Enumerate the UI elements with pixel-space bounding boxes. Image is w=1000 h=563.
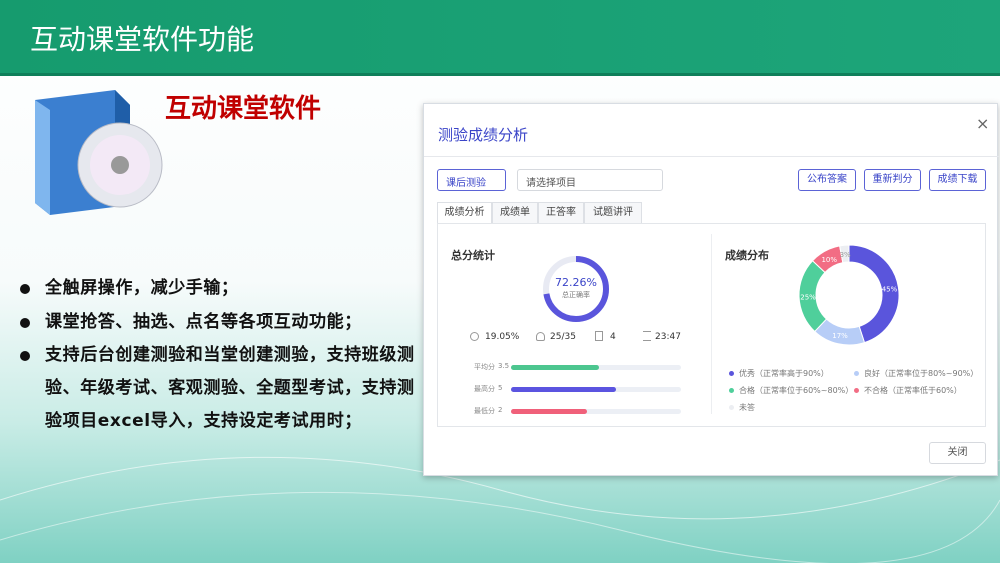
accuracy-label: 72.26% [555,276,597,289]
legend-dot [729,371,734,376]
tab[interactable]: 成绩单 [492,202,538,224]
product-title: 互动课堂软件 [165,94,322,124]
icon [470,332,479,341]
bullet-dot [20,351,30,361]
segment-label: 17% [832,332,848,340]
legend-item: 良好（正常率位于80%~90%） [854,368,978,379]
type-select[interactable]: 课后测验 [437,169,506,191]
button[interactable]: 成绩下载 [929,169,986,191]
accuracy-gauge [543,256,609,322]
bullet: 课堂抢答、抽选、点名等各项互动功能； [45,312,362,332]
button[interactable]: 重新判分 [864,169,921,191]
gauge-arc [543,256,609,322]
stat: 19.05% [485,332,520,342]
icon [595,331,603,341]
bullet: 支持后台创建测验和当堂创建测验，支持班级测验、年级考试、客观测验、全题型考试，支… [45,345,415,431]
segment-label: 3% [840,251,851,259]
score-track [511,409,681,414]
score-value: 3.5 [498,362,510,370]
score-bar [511,365,599,370]
tab[interactable]: 试题讲评 [584,202,642,224]
score-bar [511,387,616,392]
arc [0,456,1000,520]
segment-label: 10% [821,256,837,264]
segment-label: 25% [800,293,816,301]
legend-label: 未答 [739,403,755,412]
tab[interactable]: 正答率 [538,202,584,224]
legend-label: 不合格（正常率低于60%） [864,386,962,395]
stat: 23:47 [655,332,681,342]
dialog-title: 测验成绩分析 [438,126,529,144]
background-map [0,456,1000,563]
dialog: 测验成绩分析 × 课后测验 请选择项目 公布答案 重新判分 成绩下载 成绩分析 … [423,103,999,476]
close-icon[interactable]: × [976,114,990,133]
icon [536,332,545,341]
legend-item: 未答 [729,402,755,413]
legend-item: 不合格（正常率低于60%） [854,385,962,396]
distribution-donut: 45% 17% 25% 10%3% [798,244,900,346]
legend-item: 优秀（正常率高于90%） [729,368,829,379]
legend-dot [854,371,859,376]
legend-item: 合格（正常率位于60%~80%） [729,385,853,396]
bullet: 全触屏操作，减少手输； [45,278,239,298]
summary-title: 总分统计 [451,249,495,262]
accuracy-caption: 总正确率 [562,291,590,299]
icon [643,331,651,341]
score-value: 5 [498,384,503,392]
score-bar [511,409,587,414]
legend-dot [854,388,859,393]
bullet-dot [20,318,30,328]
score-label: 最高分 [474,385,495,393]
score-value: 2 [498,406,503,414]
legend-dot [729,388,734,393]
segment-label: 45% [882,286,898,294]
tab[interactable]: 成绩分析 [437,202,492,224]
close-button[interactable]: 关闭 [929,442,986,464]
donut-segment [839,244,850,264]
header: 互动课堂软件功能 [0,0,1000,76]
header-title: 互动课堂软件功能 [30,23,255,56]
distribution-title: 成绩分布 [725,249,769,262]
legend-label: 优秀（正常率高于90%） [739,369,829,378]
disc-hole [111,156,129,174]
bullet-dot [20,284,30,294]
panel [437,223,986,427]
stat: 25/35 [550,332,576,342]
arc [0,491,1000,563]
panel-divider [711,234,712,414]
legend-label: 合格（正常率位于60%~80%） [739,386,854,395]
product-icon [35,90,163,215]
button[interactable]: 公布答案 [798,169,856,191]
stat: 4 [610,332,616,342]
score-label: 最低分 [474,407,495,415]
box-edge [35,100,50,215]
score-label: 平均分 [474,363,495,371]
legend-dot [729,405,734,410]
project-select[interactable]: 请选择项目 [517,169,663,191]
divider [424,156,999,157]
legend-label: 良好（正常率位于80%~90%） [864,369,979,378]
